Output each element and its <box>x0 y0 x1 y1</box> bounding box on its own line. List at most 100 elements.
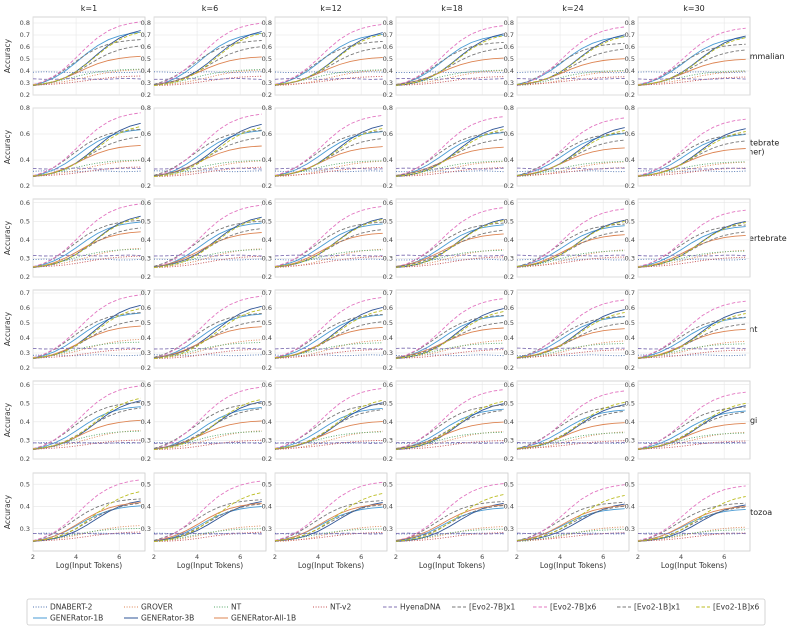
y-tick-label: 0.5 <box>20 217 30 225</box>
series-line <box>516 484 625 543</box>
series-line <box>395 298 504 359</box>
y-tick-label: 0.3 <box>383 437 393 445</box>
series-line <box>274 33 383 86</box>
y-tick-label: 0.2 <box>262 455 272 463</box>
series-line <box>274 114 383 176</box>
y-tick-label: 0.6 <box>20 381 30 389</box>
row-label: vertebrate (other) <box>737 139 779 157</box>
y-tick-label: 0.3 <box>20 79 30 87</box>
series-line <box>395 35 504 86</box>
y-tick-label: 0.3 <box>20 349 30 357</box>
legend-label: GROVER <box>141 603 173 612</box>
y-tick-label: 0.7 <box>383 289 393 297</box>
series-line <box>153 69 262 86</box>
series-line <box>153 254 262 257</box>
y-tick-label: 0.2 <box>262 182 272 190</box>
panel: 0.2 0.3 0.4 0.5 0.6 0.7 <box>262 289 388 372</box>
series-line <box>32 217 141 268</box>
series-line <box>153 499 262 541</box>
y-tick-label: 0.7 <box>504 289 514 297</box>
series-line <box>154 78 262 80</box>
y-tick-label: 0.4 <box>625 67 635 75</box>
series-line <box>153 160 262 177</box>
y-tick-label: 0.4 <box>504 503 514 511</box>
panel: 0.2 0.3 0.4 0.5 0.6 <box>141 380 267 463</box>
y-tick-label: 0.3 <box>625 349 635 357</box>
y-tick-label: 0.3 <box>141 525 151 533</box>
panel: 0.2 0.3 0.4 0.5 0.6 0.7 0.8 <box>625 16 751 99</box>
panel: 0.2 0.3 0.4 0.5 0.6 <box>262 198 388 281</box>
series-line <box>516 42 625 86</box>
y-tick-label: 0.5 <box>504 480 514 488</box>
panel: 2 4 6 0.3 0.4 0.5 Log(Input Tokens) <box>625 472 751 570</box>
legend-label: NT-v2 <box>330 603 351 612</box>
y-tick-label: 0.3 <box>625 437 635 445</box>
series-line <box>637 432 746 450</box>
y-tick-label: 0.3 <box>141 255 151 263</box>
y-tick-label: 0.6 <box>504 130 514 138</box>
legend-label: NT <box>231 603 242 612</box>
series-line <box>32 338 141 358</box>
series-line <box>153 32 262 87</box>
x-tick-label: 2 <box>636 553 640 561</box>
y-tick-label: 0.4 <box>625 236 635 244</box>
panel: 0.2 0.4 0.6 0.8 <box>20 104 146 190</box>
series-line <box>516 132 625 177</box>
panel-frame <box>395 472 509 552</box>
x-axis-label: Log(Input Tokens) <box>419 561 485 570</box>
y-tick-label: 0.5 <box>504 217 514 225</box>
series-line <box>637 250 746 268</box>
series-line <box>274 500 383 542</box>
series-line <box>32 203 141 268</box>
y-tick-label: 0.7 <box>383 31 393 39</box>
series-line <box>516 220 625 267</box>
series-line <box>154 442 262 444</box>
series-line <box>637 131 746 177</box>
y-tick-label: 0.6 <box>625 304 635 312</box>
y-tick-label: 0.4 <box>262 503 272 511</box>
series-line <box>516 223 625 268</box>
series-line <box>395 249 504 268</box>
y-tick-label: 0.6 <box>383 130 393 138</box>
y-tick-label: 0.3 <box>383 525 393 533</box>
panel: 0.2 0.3 0.4 0.5 0.6 <box>383 198 509 281</box>
series-line <box>637 222 746 268</box>
series-line <box>153 408 262 450</box>
panel: 0.2 0.3 0.4 0.5 0.6 <box>625 380 751 463</box>
series-line <box>153 204 262 268</box>
series-line <box>274 339 383 360</box>
y-tick-label: 0.3 <box>625 255 635 263</box>
panel: 0.2 0.4 0.6 0.8 <box>383 104 509 190</box>
y-tick-label: 0.2 <box>625 182 635 190</box>
y-tick-label: 0.5 <box>383 399 393 407</box>
series-line <box>395 483 504 542</box>
series-line <box>274 223 383 268</box>
panel: 0.2 0.3 0.4 0.5 0.6 0.7 <box>625 289 751 372</box>
series-line <box>153 339 262 359</box>
y-tick-label: 0.6 <box>20 130 30 138</box>
series-line <box>516 401 625 449</box>
y-axis-label: Accuracy <box>3 494 12 529</box>
y-tick-label: 0.2 <box>20 273 30 281</box>
legend-label: [Evo2-7B]x1 <box>469 603 515 612</box>
series-line <box>153 492 262 543</box>
y-tick-label: 0.2 <box>383 91 393 99</box>
y-tick-label: 0.5 <box>383 55 393 63</box>
y-tick-label: 0.3 <box>625 525 635 533</box>
y-tick-label: 0.4 <box>383 156 393 164</box>
y-tick-label: 0.5 <box>20 480 30 488</box>
series-line <box>32 341 141 359</box>
y-tick-label: 0.5 <box>141 55 151 63</box>
series-line <box>32 126 141 177</box>
series-line <box>516 316 625 358</box>
y-tick-label: 0.4 <box>383 334 393 342</box>
y-tick-label: 0.8 <box>625 19 635 27</box>
y-tick-label: 0.6 <box>141 130 151 138</box>
y-tick-label: 0.7 <box>625 289 635 297</box>
series-line <box>395 340 504 359</box>
series-line <box>153 295 262 359</box>
series-line <box>395 167 504 170</box>
series-line <box>153 309 262 360</box>
y-tick-label: 0.8 <box>20 19 30 27</box>
